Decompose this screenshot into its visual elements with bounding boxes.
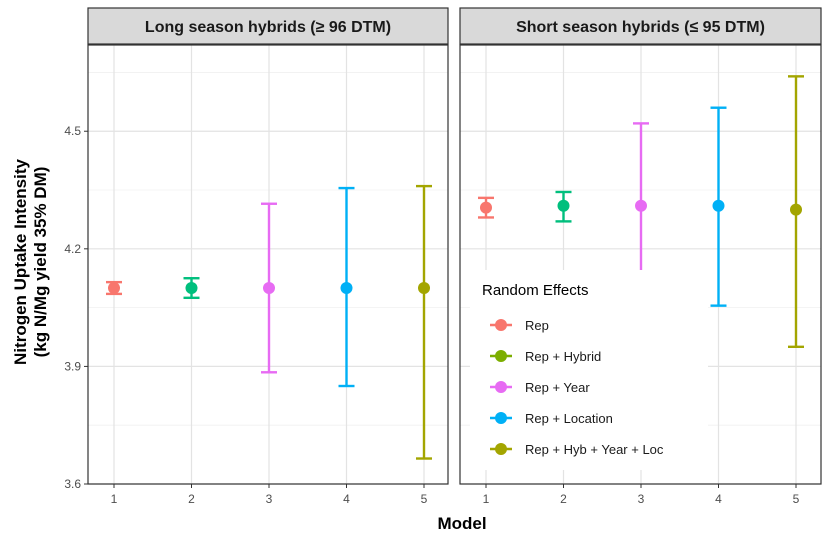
error-bar-model-5 <box>416 184 432 460</box>
panel-strip <box>459 7 822 45</box>
y-tick-label: 3.9 <box>64 359 81 373</box>
x-axis-title: Model <box>437 514 486 533</box>
x-tick-label: 2 <box>560 492 567 506</box>
y-tick-label: 3.6 <box>64 477 81 491</box>
legend-key-dot <box>495 443 507 455</box>
panel-border <box>459 44 822 485</box>
x-tick-label: 5 <box>421 492 428 506</box>
panel-1: Long season hybrids (≥ 96 DTM) 1 2 3 4 5 3.6 3.… <box>64 7 449 506</box>
legend-key-dot <box>495 319 507 331</box>
x-tick-label: 4 <box>715 492 722 506</box>
x-tick-label: 3 <box>638 492 645 506</box>
point-model-1 <box>108 282 120 295</box>
legend-key-dot <box>495 350 507 362</box>
error-bar-model-2 <box>555 190 572 223</box>
error-bar-model-1 <box>106 280 122 296</box>
error-bar-model-2 <box>183 277 200 300</box>
point-model-2 <box>557 199 570 212</box>
x-tick-label: 5 <box>793 492 800 506</box>
legend-item: Rep <box>490 318 549 333</box>
point-model-4 <box>712 199 725 212</box>
legend-label: Rep + Year <box>525 380 590 395</box>
legend-key-dot <box>495 412 507 424</box>
panel-strip <box>87 7 449 45</box>
legend-title: Random Effects <box>482 282 588 299</box>
point-model-5 <box>790 203 802 216</box>
legend: Random Effects Rep Rep + Hybrid Rep + Year R… <box>470 270 708 470</box>
legend-label: Rep <box>525 318 549 333</box>
panel-border <box>87 44 449 485</box>
x-tick-label: 2 <box>188 492 195 506</box>
legend-key-dot <box>495 381 507 393</box>
point-model-4 <box>340 282 353 295</box>
point-model-5 <box>418 282 430 295</box>
error-bar-model-5 <box>788 75 804 349</box>
point-model-2 <box>185 282 198 295</box>
legend-item: Rep + Hybrid <box>490 349 601 364</box>
point-model-3 <box>263 282 275 295</box>
y-axis-title-line1: Nitrogen Uptake Intensity <box>11 158 30 364</box>
point-model-3 <box>635 199 647 212</box>
point-model-1 <box>480 201 492 214</box>
error-bar-model-3 <box>261 202 277 374</box>
legend-item: Rep + Hyb + Year + Loc <box>490 442 664 457</box>
legend-label: Rep + Hyb + Year + Loc <box>525 442 664 457</box>
error-bar-model-4 <box>338 186 355 388</box>
x-tick-label: 3 <box>266 492 273 506</box>
legend-item: Rep + Year <box>490 380 590 395</box>
error-bar-model-1 <box>478 196 494 219</box>
x-tick-label: 1 <box>483 492 490 506</box>
y-tick-label: 4.2 <box>64 242 81 256</box>
legend-label: Rep + Location <box>525 411 613 426</box>
panel-title: Short season hybrids (≤ 95 DTM) <box>516 19 765 36</box>
y-tick-label: 4.5 <box>64 124 81 138</box>
legend-item: Rep + Location <box>490 411 613 426</box>
panels: Long season hybrids (≥ 96 DTM) 1 2 3 4 5 3.6 3.… <box>64 7 822 506</box>
legend-label: Rep + Hybrid <box>525 349 601 364</box>
error-bar-model-4 <box>710 106 727 307</box>
y-axis-title: Nitrogen Uptake Intensity (kg N/Mg yield… <box>11 158 50 364</box>
y-axis-title-line2: (kg N/Mg yield 35% DM) <box>31 167 50 358</box>
x-tick-label: 1 <box>111 492 118 506</box>
panel-title: Long season hybrids (≥ 96 DTM) <box>145 19 391 36</box>
legend-background <box>470 270 708 470</box>
x-tick-label: 4 <box>343 492 350 506</box>
